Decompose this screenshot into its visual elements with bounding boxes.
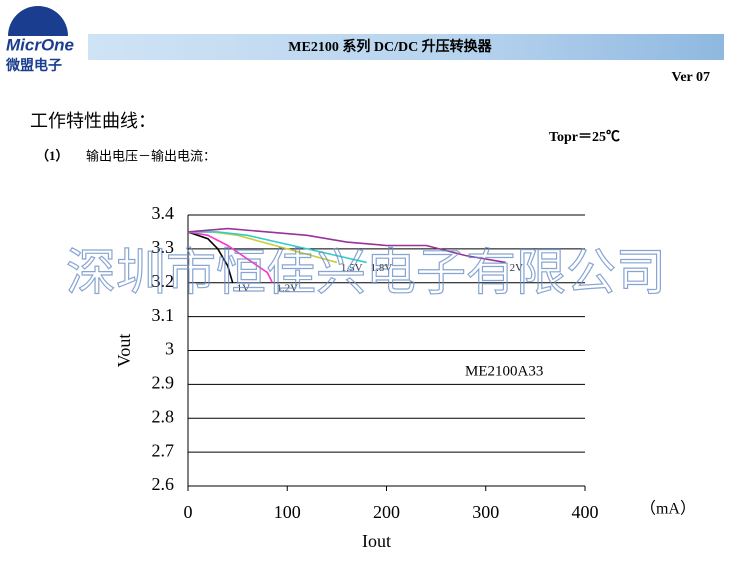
series-line bbox=[187, 231, 234, 283]
y-tick-label: 2.9 bbox=[152, 373, 175, 393]
condition: Topr＝25℃ bbox=[549, 130, 620, 145]
y-tick-label: 2.8 bbox=[152, 406, 175, 426]
x-tick-label: 100 bbox=[274, 502, 301, 522]
x-tick-label: 0 bbox=[184, 502, 193, 522]
y-tick-label: 2.6 bbox=[152, 474, 175, 494]
x-unit: （mA） bbox=[640, 500, 696, 518]
item-number: （1） bbox=[36, 148, 69, 163]
y-axis-title: Vout bbox=[114, 334, 134, 368]
y-tick-label: 3.2 bbox=[152, 271, 175, 291]
item-title: 输出电压－输出电流： bbox=[86, 149, 216, 165]
series-line bbox=[187, 231, 274, 284]
series-label: 1.2V bbox=[276, 282, 298, 294]
y-tick-label: 2.7 bbox=[152, 440, 175, 460]
x-axis-title: Iout bbox=[362, 531, 391, 551]
watermark: 深圳市恒佳兴电子有限公司 bbox=[66, 244, 666, 302]
section-title: 工作特性曲线： bbox=[30, 111, 156, 132]
x-tick-label: 300 bbox=[472, 502, 499, 522]
chart: 2.6 2.7 2.8 2.9 3 3.1 3.2 3.3 3.4 0 100 200 300 400 Io… bbox=[114, 203, 696, 551]
series-line bbox=[187, 227, 506, 264]
version: Ver 07 bbox=[672, 70, 711, 85]
series-label: 1.5V bbox=[341, 262, 363, 274]
series-label: 1.8V bbox=[371, 262, 393, 274]
logo-name: 微盟电子 bbox=[5, 57, 62, 74]
header-title: ME2100 系列 DC/DC 升压转换器 bbox=[288, 38, 492, 55]
y-tick-label: 3.3 bbox=[152, 237, 175, 257]
y-tick-label: 3.4 bbox=[152, 203, 175, 223]
header-bar bbox=[88, 34, 724, 60]
logo-brand: MicrOne bbox=[6, 35, 74, 54]
x-tick-label: 200 bbox=[373, 502, 400, 522]
series-line bbox=[188, 231, 367, 264]
series-label: 1V bbox=[237, 282, 251, 294]
x-tick-label: 400 bbox=[572, 502, 599, 522]
y-tick-label: 3.1 bbox=[152, 305, 175, 325]
annotation: ME2100A33 bbox=[465, 363, 543, 379]
series-label: 2V bbox=[510, 262, 523, 274]
logo-arc bbox=[8, 6, 68, 36]
y-tick-label: 3 bbox=[165, 339, 174, 359]
